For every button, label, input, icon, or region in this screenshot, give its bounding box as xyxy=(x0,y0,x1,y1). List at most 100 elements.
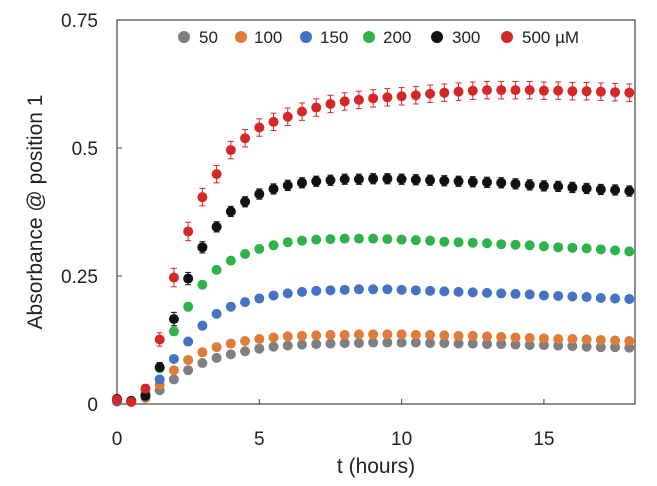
data-point xyxy=(168,314,179,325)
data-point xyxy=(325,338,336,349)
data-point xyxy=(624,186,635,197)
data-point xyxy=(524,289,535,300)
data-point xyxy=(197,358,208,369)
data-point xyxy=(510,339,521,350)
data-point xyxy=(268,240,279,251)
legend-item-150: 150 xyxy=(300,28,348,47)
data-point xyxy=(168,272,179,283)
data-point xyxy=(254,243,265,254)
data-point xyxy=(225,349,236,360)
data-point xyxy=(197,320,208,331)
data-point xyxy=(368,233,379,244)
x-tick-label: 5 xyxy=(254,429,265,450)
data-point xyxy=(467,287,478,298)
data-point xyxy=(496,177,507,188)
data-point xyxy=(410,329,421,340)
data-point xyxy=(382,92,393,103)
error-bars-series-200 xyxy=(114,234,633,404)
data-point xyxy=(396,284,407,295)
data-point xyxy=(538,180,549,191)
data-point xyxy=(353,233,364,244)
data-point xyxy=(325,175,336,186)
data-point xyxy=(325,285,336,296)
data-point xyxy=(439,286,450,297)
data-point xyxy=(482,287,492,298)
data-point xyxy=(453,176,464,187)
data-point xyxy=(610,335,621,346)
legend-marker xyxy=(235,31,247,43)
data-point xyxy=(225,255,236,266)
legend-item-50: 50 xyxy=(178,28,218,47)
data-point xyxy=(339,233,350,244)
data-point xyxy=(467,85,478,96)
data-point xyxy=(510,288,521,299)
data-point xyxy=(311,339,322,350)
data-point xyxy=(496,339,507,350)
data-points xyxy=(112,85,635,407)
data-point xyxy=(197,192,208,203)
data-point xyxy=(453,237,464,248)
data-point xyxy=(553,85,564,96)
data-point xyxy=(624,336,635,347)
data-point xyxy=(282,331,293,342)
data-point xyxy=(339,174,350,185)
data-point xyxy=(382,337,393,348)
data-point xyxy=(538,241,549,252)
data-point xyxy=(297,286,307,297)
legend-marker xyxy=(178,31,190,43)
series-300 xyxy=(112,173,635,406)
legend-item-200: 200 xyxy=(363,28,411,47)
data-point xyxy=(211,352,222,363)
data-point xyxy=(211,308,222,319)
legend-item-500M: 500 µM xyxy=(501,28,579,47)
data-point xyxy=(396,234,407,245)
data-point xyxy=(510,239,521,250)
data-point xyxy=(453,338,464,349)
data-point xyxy=(425,175,436,186)
data-point xyxy=(211,342,222,353)
data-point xyxy=(225,338,236,349)
data-point xyxy=(439,87,450,98)
data-point xyxy=(396,91,407,102)
data-point xyxy=(510,178,521,189)
data-point xyxy=(240,196,251,207)
data-point xyxy=(353,174,364,185)
data-point xyxy=(339,96,350,107)
data-point xyxy=(325,234,336,245)
data-point xyxy=(282,237,293,248)
legend-marker xyxy=(501,31,513,43)
data-point xyxy=(439,330,450,341)
data-point xyxy=(567,341,578,352)
data-point xyxy=(610,245,621,256)
data-point xyxy=(282,340,293,351)
data-point xyxy=(168,365,179,376)
data-point xyxy=(382,173,393,184)
data-point xyxy=(425,338,436,349)
data-point xyxy=(382,284,393,295)
data-point xyxy=(126,396,137,407)
series-50 xyxy=(112,337,635,407)
data-point xyxy=(510,85,521,96)
data-point xyxy=(553,333,564,344)
data-point xyxy=(339,338,350,349)
data-point xyxy=(595,342,606,353)
data-point xyxy=(382,329,393,340)
data-point xyxy=(154,362,165,373)
data-point xyxy=(368,93,379,104)
data-point xyxy=(197,347,208,358)
data-point xyxy=(482,177,492,188)
y-tick-label: 0.75 xyxy=(61,11,98,32)
legend-label: 200 xyxy=(383,28,411,47)
data-point xyxy=(439,236,450,247)
data-point xyxy=(211,221,222,232)
data-point xyxy=(467,237,478,248)
data-point xyxy=(297,235,307,246)
data-point xyxy=(311,234,322,245)
data-point xyxy=(254,343,265,354)
data-point xyxy=(112,394,122,405)
data-point xyxy=(595,293,606,304)
data-point xyxy=(581,243,592,254)
legend-item-100: 100 xyxy=(235,28,282,47)
data-point xyxy=(311,176,322,187)
